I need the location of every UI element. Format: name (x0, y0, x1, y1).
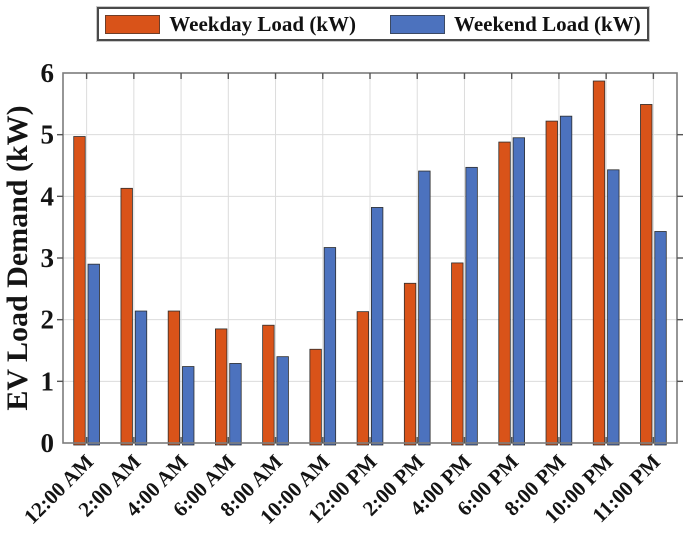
bar-weekday-10 (545, 120, 558, 446)
bar-weekend-3 (229, 363, 242, 446)
y-tick-label: 0 (41, 428, 55, 458)
bar-weekday-3 (215, 328, 228, 446)
bar-weekend-4 (276, 356, 289, 446)
bar-weekday-12 (640, 104, 653, 446)
bar-weekday-4 (262, 324, 275, 446)
y-tick-label: 5 (41, 120, 55, 150)
legend-weekend-label: Weekend Load (kW) (454, 11, 641, 36)
chart-legend: Weekday Load (kW) Weekend Load (kW) (97, 7, 649, 41)
legend-weekend-swatch (390, 14, 445, 34)
bar-weekday-9 (498, 141, 511, 446)
bar-weekday-7 (403, 282, 417, 446)
bar-weekend-6 (370, 207, 384, 446)
bar-weekday-0 (73, 136, 86, 446)
bar-weekend-7 (418, 170, 431, 446)
bar-weekend-1 (134, 310, 148, 446)
bar-weekend-5 (323, 247, 337, 446)
y-axis-label: EV Load Demand (kW) (1, 105, 34, 410)
bar-weekend-0 (87, 263, 100, 446)
y-tick-label: 3 (41, 243, 55, 273)
y-tick-label: 6 (41, 58, 55, 88)
bar-weekend-9 (512, 137, 525, 446)
legend-weekday-label: Weekday Load (kW) (169, 11, 356, 36)
bar-weekday-6 (356, 311, 370, 446)
y-tick-label: 1 (41, 366, 55, 396)
legend-weekday-swatch (105, 14, 161, 34)
y-tick-label: 2 (41, 305, 55, 335)
bar-weekday-5 (309, 348, 322, 446)
bar-weekday-1 (120, 187, 133, 446)
y-tick-label: 4 (41, 181, 55, 211)
bar-weekend-2 (182, 366, 195, 446)
bar-weekend-10 (559, 115, 573, 446)
bar-weekday-8 (451, 262, 464, 446)
bar-weekend-11 (607, 169, 620, 446)
bar-weekend-8 (465, 166, 478, 446)
bar-weekday-2 (167, 310, 181, 446)
bar-weekday-11 (592, 80, 606, 446)
bar-weekend-12 (654, 231, 667, 446)
